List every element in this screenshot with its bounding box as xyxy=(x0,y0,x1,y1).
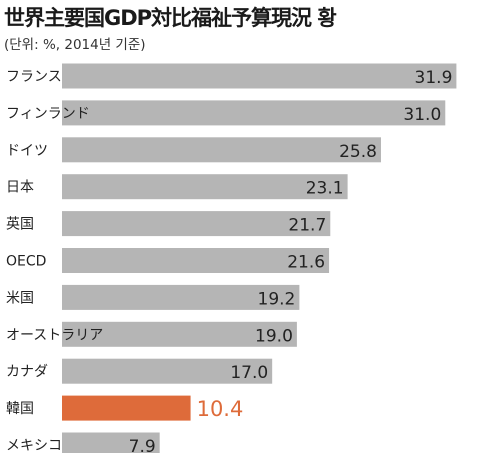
value-label-10: 7.9 xyxy=(129,437,156,453)
category-label-6: 米国 xyxy=(6,290,34,306)
category-label-5: OECD xyxy=(6,254,46,270)
value-label-7: 19.0 xyxy=(255,326,293,346)
value-label-9: 10.4 xyxy=(197,397,244,421)
value-label-0: 31.9 xyxy=(415,68,453,88)
chart-title: 世界主要国GDP対比福祉予算現況 황 xyxy=(4,6,337,30)
bar-1 xyxy=(62,100,446,126)
category-label-7: オーストラリア xyxy=(6,327,103,343)
bar-2 xyxy=(62,137,381,163)
bar-7 xyxy=(62,321,297,347)
value-label-6: 19.2 xyxy=(258,289,296,309)
bar-9 xyxy=(62,395,191,421)
category-label-2: ドイツ xyxy=(6,143,48,159)
bar-10 xyxy=(62,432,160,453)
category-label-3: 日本 xyxy=(6,180,34,196)
bar-8 xyxy=(62,358,273,384)
bar-0 xyxy=(62,63,457,89)
bar-6 xyxy=(62,284,300,310)
category-label-4: 英国 xyxy=(6,216,34,233)
value-label-1: 31.0 xyxy=(403,105,441,125)
category-label-0: フランス xyxy=(6,69,62,85)
category-label-1: フィンランド xyxy=(6,106,90,122)
value-label-5: 21.6 xyxy=(287,253,325,273)
category-label-9: 韓国 xyxy=(6,401,34,417)
bar-3 xyxy=(62,174,348,200)
value-label-2: 25.8 xyxy=(339,142,377,162)
category-label-10: メキシコ xyxy=(6,438,62,453)
value-label-8: 17.0 xyxy=(230,363,268,383)
bar-4 xyxy=(62,211,331,237)
chart-subtitle: (단위: %, 2014년 기준) xyxy=(4,37,146,53)
value-label-4: 21.7 xyxy=(288,216,326,236)
bar-5 xyxy=(62,248,330,273)
category-label-8: カナダ xyxy=(6,364,48,380)
value-label-3: 23.1 xyxy=(306,179,344,199)
